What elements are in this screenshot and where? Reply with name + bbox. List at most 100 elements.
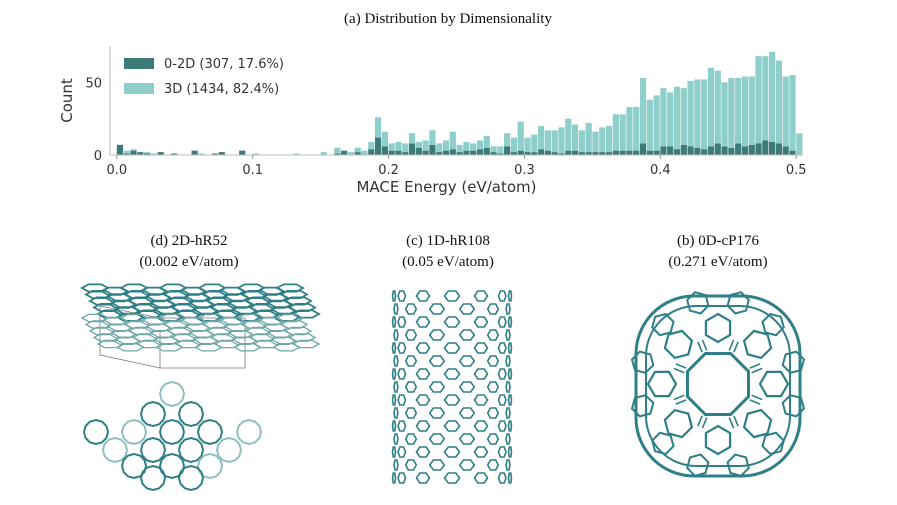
hexagon-ring [291,339,321,349]
tube-hexagon [473,368,489,380]
ring [158,380,186,408]
cage-outer-hexagon [651,431,675,456]
tube-hexagon [443,420,461,432]
structure-0d-cp176 [630,291,806,478]
bar-0-2d [789,150,796,155]
bar-0-2d [667,146,674,155]
bar-3d [748,76,755,145]
tube-hexagon [497,420,507,432]
bar-3d [388,143,395,151]
bar-0-2d [137,152,144,155]
panel-d-subtitle: (0.002 eV/atom) [139,254,238,270]
hexagon-ring [275,313,305,323]
tube-hexagon [428,303,446,315]
x-tick-label: 0.5 [786,163,807,178]
bar-0-2d [612,150,619,155]
tube-hexagon [505,459,511,471]
bar-0-2d [782,146,789,155]
cage-outer-hexagon [781,350,806,375]
tube-hexagon [415,342,431,354]
bar-3d [694,79,701,148]
cage-outer-hexagon [781,393,806,418]
bar-0-2d [646,150,653,155]
bar-0-2d [157,152,164,155]
ring [177,464,205,492]
bar-0-2d [558,153,565,155]
lower-sheet [80,313,321,352]
tube-hexagon [497,368,507,380]
tube-hexagon [404,381,418,393]
x-tick-label: 0.4 [650,163,671,178]
bar-3d [368,141,375,150]
tube-hexagon [507,446,513,458]
tube-hexagon [497,342,507,354]
tube-hexagon [458,459,476,471]
tube-hexagon [415,316,431,328]
frame-edge [99,354,161,369]
bar-0-2d [490,152,497,155]
legend-label: 3D (1434, 82.4%) [164,82,279,97]
tube-hexagon [458,329,476,341]
tube-hexagon [391,368,397,380]
ring [120,418,148,446]
bar-0-2d [123,153,130,155]
bar-3d [517,121,524,151]
tube-hexagon [393,433,399,445]
panel-b-title: (b) 0D-cP176 [677,233,760,249]
tube-hexagon [486,433,500,445]
tube-hexagon [404,329,418,341]
bar-3d [449,131,456,150]
chart-title: (a) Distribution by Dimensionality [344,11,552,27]
bar-3d [653,95,660,151]
bar-3d [538,125,545,150]
bar-3d [728,77,735,148]
bar-3d [741,76,749,147]
tube-hexagon [393,355,399,367]
bar-3d [456,144,463,153]
tube-hexagon [458,303,476,315]
bar-0-2d [762,140,769,155]
bar-0-2d [422,150,429,155]
bar-3d [354,147,361,153]
bar-3d [334,147,341,154]
ring-cluster [82,380,263,492]
bar-0-2d [470,150,477,155]
ring [235,418,263,446]
bar-3d [150,153,157,155]
ring [158,452,186,480]
x-tick-label: 0.0 [106,163,127,178]
chart-legend: 0-2D (307, 17.6%) 3D (1434, 82.4%) [124,57,284,97]
bar-0-2d [395,150,402,155]
bar-0-2d [755,143,762,155]
frame-edge [99,305,161,319]
cage-bond [733,341,739,353]
bar-3d [504,133,511,147]
structure-2d-hr52 [80,283,321,492]
bar-0-2d [415,147,422,155]
legend-swatch [124,58,154,69]
tube-hexagon [428,355,446,367]
ring [158,418,186,446]
bar-3d [510,137,518,153]
bar-0-2d [531,152,538,155]
cage-bond [675,363,687,369]
tube-hexagon [505,329,511,341]
bar-3d [633,107,640,151]
x-axis-title: MACE Energy (eV/atom) [356,178,536,196]
bar-3d [735,77,742,144]
bar-3d [639,77,647,144]
bar-0-2d [775,143,783,155]
tube-hexagon [486,355,500,367]
bar-0-2d [354,152,361,155]
ring [215,436,243,464]
bar-0-2d [171,153,178,155]
bar-0-2d [626,150,633,155]
tube-hexagon [397,368,407,380]
bar-0-2d [592,152,599,155]
tube-hexagon [415,394,431,406]
cage-bond [701,339,708,351]
tube-hexagon [415,420,431,432]
cage-hexagon [704,312,732,344]
cage-bond [728,339,735,351]
tube-hexagon [391,394,397,406]
